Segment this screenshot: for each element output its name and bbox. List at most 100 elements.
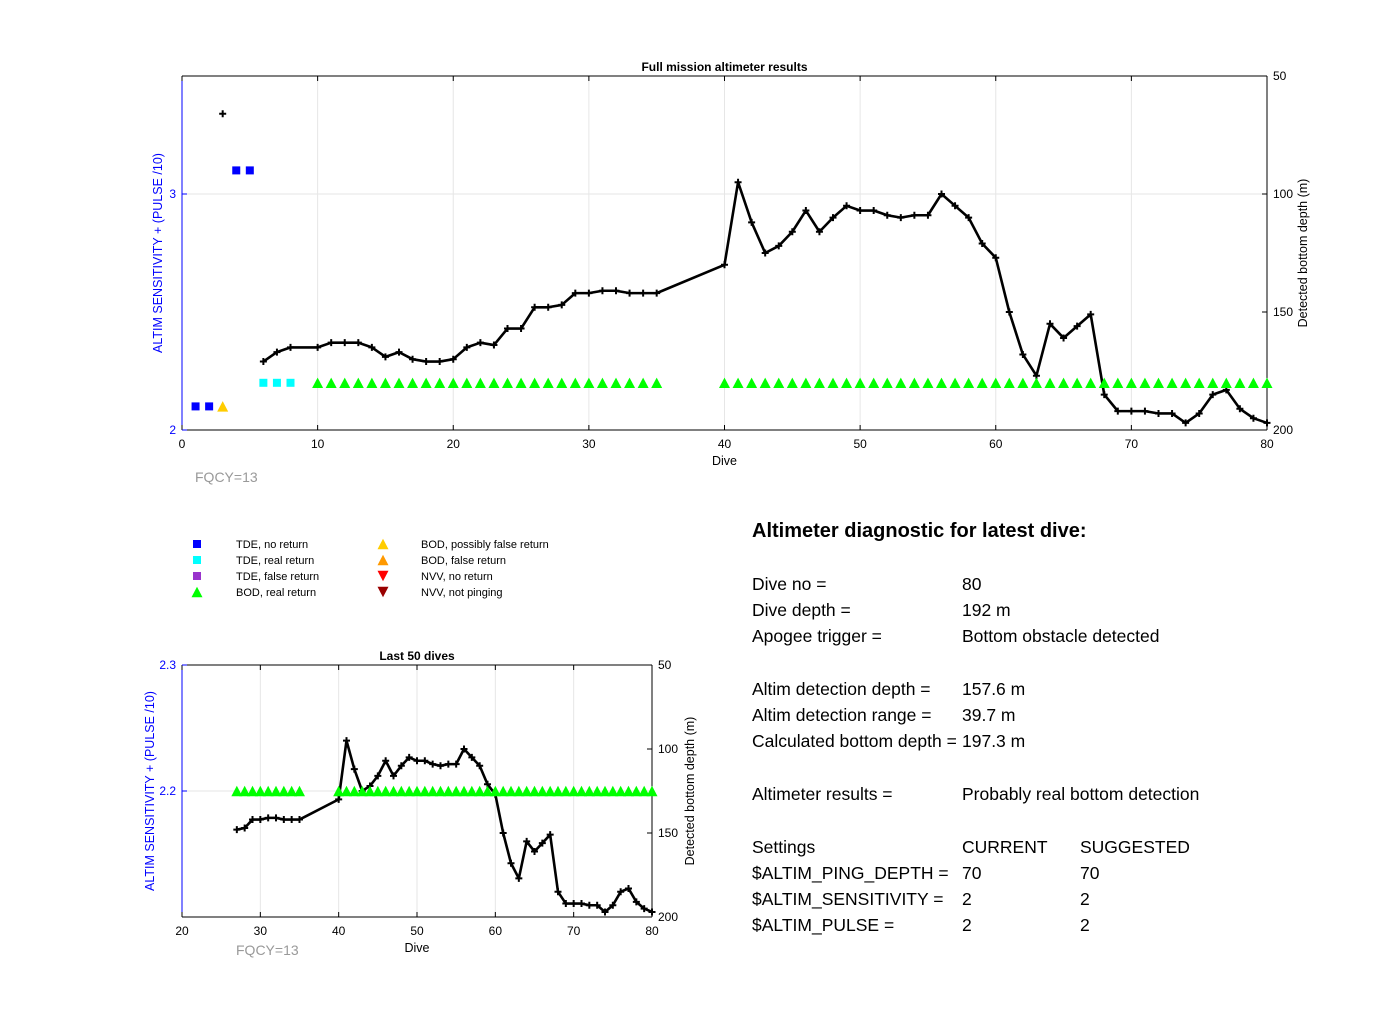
bottom-depth-point: [463, 343, 471, 351]
altim-marker: [868, 377, 880, 389]
altim-marker: [1207, 377, 1219, 389]
diag-value: 39.7 m: [962, 705, 1016, 725]
bottom-depth-point: [1263, 419, 1271, 427]
altim-marker: [591, 785, 603, 797]
bottom-depth-point: [531, 847, 538, 855]
altim-marker: [841, 377, 853, 389]
altim-marker: [411, 785, 423, 797]
y-left-axis-label: ALTIM SENSITIVITY + (PULSE /10): [151, 153, 165, 353]
bottom-depth-point: [883, 211, 891, 219]
bottom-depth-point: [421, 757, 429, 765]
altim-marker: [312, 377, 324, 389]
y-right-tick-label: 150: [1273, 305, 1293, 319]
bottom-depth-point: [341, 339, 349, 347]
altim-marker: [1098, 377, 1110, 389]
altim-marker: [513, 785, 525, 797]
bottom-depth-point: [390, 772, 397, 780]
bottom-depth-point: [409, 355, 417, 363]
altim-marker: [813, 377, 825, 389]
x-tick-label: 70: [567, 924, 581, 938]
bottom-depth-point: [395, 348, 403, 356]
altim-marker: [427, 785, 439, 797]
altim-marker: [599, 785, 611, 797]
bottom-depth-point: [397, 762, 405, 770]
altim-marker: [447, 377, 459, 389]
altim-marker: [646, 785, 658, 797]
bottom-depth-point: [639, 289, 647, 297]
bottom-depth-point: [1249, 414, 1257, 422]
altim-marker: [254, 785, 266, 797]
altim-marker: [963, 377, 975, 389]
bottom-depth-point: [951, 202, 959, 210]
altim-marker: [1247, 377, 1259, 389]
marker-legend: TDE, no return TDE, real return TDE, false…: [191, 538, 549, 599]
last-50-dives-chart: 20 30 40 50 60 70 80 2.2 2.3 50 100 150 200 Last 50 d…: [143, 649, 697, 958]
altim-marker: [191, 402, 200, 411]
bottom-depth-point: [523, 837, 531, 845]
bottom-depth-point: [287, 343, 294, 351]
altimeter-diagnostic-panel: Altimeter diagnostic for latest dive: Di…: [752, 516, 1372, 935]
legend-marker-square: [193, 556, 201, 564]
bottom-depth-point: [422, 358, 430, 366]
altim-marker: [651, 377, 663, 389]
x-tick-label: 60: [489, 924, 503, 938]
bottom-depth-point: [775, 242, 783, 250]
bottom-depth-point: [1100, 391, 1108, 399]
bottom-depth-point: [653, 289, 661, 297]
bottom-depth-point: [965, 214, 973, 222]
altim-marker: [936, 377, 947, 389]
bottom-depth-point: [1060, 334, 1068, 342]
diag-value: Bottom obstacle detected: [962, 626, 1160, 646]
bottom-depth-point: [601, 908, 609, 916]
bottom-depth-point: [802, 207, 810, 215]
x-tick-label: 80: [1260, 437, 1274, 451]
bottom-depth-point: [1046, 320, 1054, 328]
bottom-depth-point: [219, 110, 227, 118]
altim-marker: [1044, 377, 1056, 389]
bottom-depth-point: [585, 289, 593, 297]
y-right-tick-label: 100: [658, 742, 678, 756]
bottom-depth-point: [571, 289, 579, 297]
x-tick-label: 0: [179, 437, 186, 451]
bottom-depth-point: [437, 762, 444, 770]
altim-marker: [231, 785, 243, 797]
bottom-depth-point: [554, 888, 562, 896]
setting-suggested: 2: [1080, 915, 1090, 935]
bottom-depth-point: [449, 355, 457, 363]
bottom-depth-point: [1087, 310, 1095, 318]
altim-marker: [1261, 377, 1273, 389]
altim-marker: [259, 378, 268, 387]
y-right-axis-label: Detected bottom depth (m): [1296, 179, 1310, 328]
altim-marker: [1234, 377, 1246, 389]
diag-value: 157.6 m: [962, 679, 1026, 699]
bottom-depth-point: [1114, 407, 1122, 415]
altim-marker: [217, 401, 229, 412]
altim-marker: [450, 785, 462, 797]
altim-marker: [407, 377, 419, 389]
bottom-depth-point: [490, 341, 498, 349]
altim-marker: [458, 785, 470, 797]
bottom-depth-point: [249, 816, 256, 824]
bottom-depth-point: [515, 874, 523, 882]
x-tick-label: 80: [645, 924, 659, 938]
altim-marker: [497, 785, 509, 797]
bottom-depth-point: [748, 218, 756, 226]
bottom-depth-point: [273, 348, 281, 356]
altim-marker: [630, 785, 642, 797]
altim-marker: [1180, 377, 1192, 389]
bottom-depth-point: [761, 249, 769, 257]
settings-header-current: CURRENT: [962, 837, 1048, 857]
altim-marker: [380, 785, 392, 797]
altim-marker: [272, 378, 281, 387]
bottom-depth-point: [640, 905, 648, 913]
altim-marker: [773, 377, 785, 389]
chart-title: Full mission altimeter results: [641, 60, 807, 74]
bottom-depth-point: [476, 339, 484, 347]
altim-marker: [419, 785, 431, 797]
x-tick-label: 30: [254, 924, 268, 938]
legend-label: BOD, false return: [421, 555, 506, 567]
diag-label: Apogee trigger =: [752, 626, 882, 646]
altim-marker: [325, 377, 337, 389]
bottom-depth-point: [429, 760, 437, 768]
